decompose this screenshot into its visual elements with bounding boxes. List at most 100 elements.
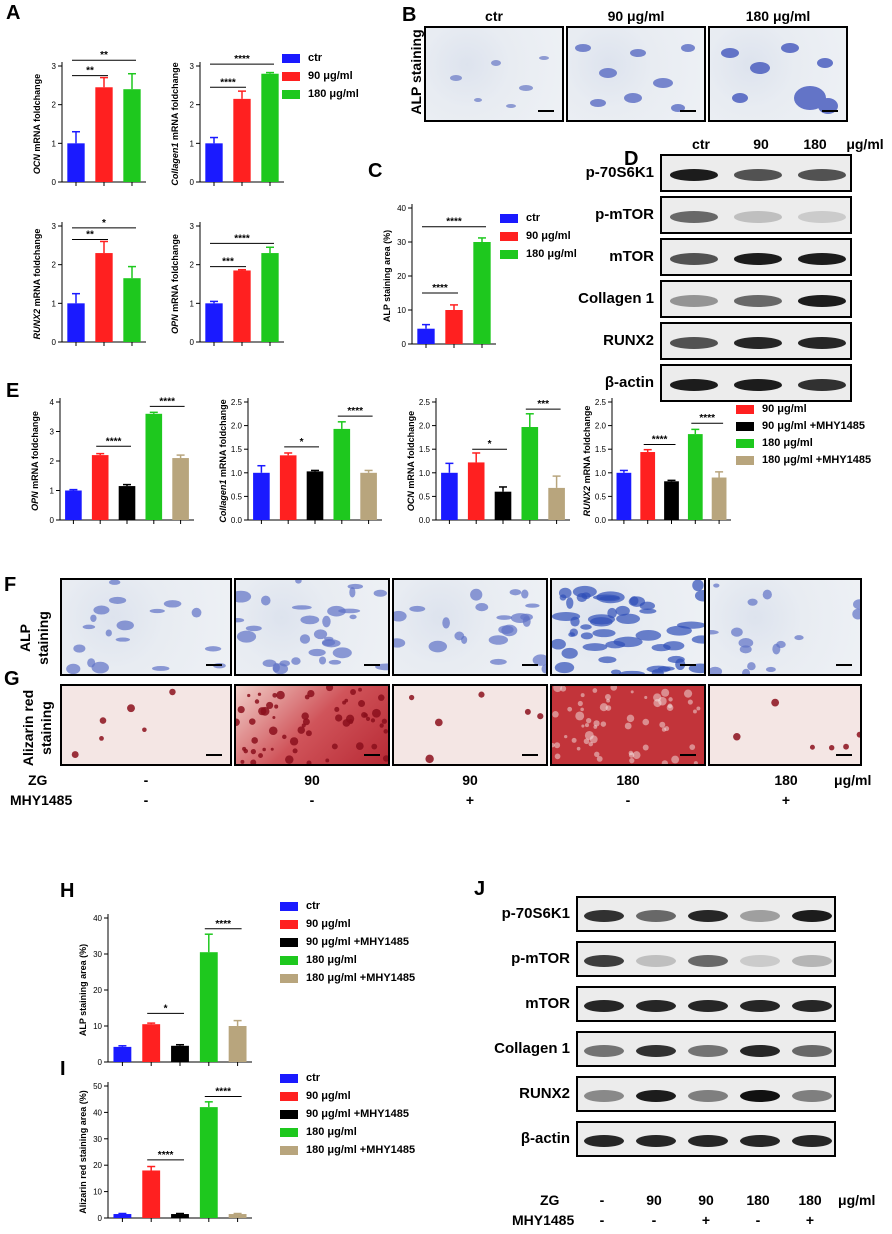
alp-cells (236, 580, 388, 674)
alizarin-nodule (305, 730, 312, 737)
chart-c-alp-area: 0 10 20 30 40 ALP staining area (%) **** **** (382, 204, 496, 349)
alizarin-nodule (99, 736, 104, 741)
alizarin-nodule (250, 759, 257, 764)
blot-row (660, 322, 852, 360)
significance-label: **** (159, 396, 175, 407)
y-tick-label: 0 (190, 338, 195, 347)
y-axis-label-unit: mRNA foldchange (582, 406, 592, 484)
y-tick-label: 20 (93, 986, 102, 995)
bar (616, 472, 632, 520)
alizarin-nodule (554, 742, 561, 749)
significance-label: **** (215, 1087, 231, 1098)
y-tick-label: 0 (50, 516, 55, 525)
alp-image-ctr (424, 26, 564, 122)
alizarin-nodule (693, 709, 697, 714)
fg-zg-value: 180 (774, 772, 798, 788)
y-tick-label: 40 (93, 1108, 102, 1117)
y-tick-label: 20 (93, 1161, 102, 1170)
bar (142, 1170, 161, 1218)
alizarin-nodule (301, 712, 309, 720)
alizarin-nodule (630, 690, 634, 694)
chart-a-collagen1: 0 1 2 3 Collagen1 mRNA foldchange **** **** (170, 54, 284, 187)
panel-letter-f: F (4, 574, 17, 596)
alizarin-nodule (285, 755, 294, 764)
alp-cell (742, 668, 751, 674)
scale-bar (522, 754, 538, 756)
legend-item: ctr (282, 52, 322, 64)
fg-zg-value: 90 (462, 772, 478, 788)
blot-row (576, 941, 836, 977)
blot-row-label: p-70S6K1 (501, 905, 570, 922)
blot-row (660, 154, 852, 192)
alizarin-nodule (605, 705, 612, 711)
alizarin-nodule (642, 718, 650, 726)
alp-image (392, 578, 548, 676)
alizarin-nodule (282, 734, 287, 740)
legend-label: 90 μg/ml (306, 918, 351, 930)
bar (467, 462, 485, 520)
legend-swatch (500, 249, 518, 259)
alizarin-nodule (127, 704, 135, 713)
alp-cell (657, 666, 675, 671)
panel-letter-d: D (624, 148, 639, 170)
panel-d-hdr-unit: μg/ml (846, 136, 884, 152)
alizarin-nodule (626, 714, 635, 723)
blot-band (636, 1090, 676, 1102)
alp-cell (580, 624, 592, 630)
alp-cell (236, 618, 245, 623)
legend-label: 180 μg/ml (306, 954, 357, 966)
panel-d-hdr-180: 180 (803, 136, 827, 152)
blot-band (740, 955, 780, 967)
alizarin-nodule (575, 711, 585, 721)
panel-letter-b: B (402, 4, 417, 26)
alp-cell (82, 624, 96, 630)
blot-band (669, 211, 719, 223)
alp-cell (589, 617, 613, 627)
alizarin-nodules (71, 688, 176, 759)
alp-cell (794, 635, 804, 641)
legend-item: 180 μg/ml (280, 954, 357, 966)
y-tick-label: 0.5 (595, 492, 607, 501)
scale-bar (206, 664, 222, 666)
y-tick-label: 1.5 (419, 445, 431, 454)
blot-band (797, 169, 847, 181)
y-tick-label: 2 (52, 261, 57, 270)
y-tick-label: 1 (190, 299, 195, 308)
panel-letter-g: G (4, 668, 20, 690)
alp-cell (73, 644, 86, 653)
blot-band (733, 337, 783, 349)
y-tick-label: 1.5 (231, 445, 243, 454)
y-tick-label: 4 (50, 398, 55, 407)
alp-cell (525, 603, 540, 608)
bar (687, 434, 703, 520)
alp-cell (629, 596, 639, 606)
alizarin-nodule (371, 743, 378, 750)
alizarin-nodule (251, 737, 258, 744)
bar (91, 455, 109, 520)
blot-row (660, 364, 852, 402)
alp-cell (509, 589, 522, 596)
alp-cell (561, 647, 578, 659)
y-axis-label: OPN mRNA foldchange (170, 234, 180, 334)
legend-swatch (280, 919, 298, 929)
y-axis-label-unit: mRNA foldchange (170, 234, 180, 312)
y-tick-label: 2.0 (595, 422, 607, 431)
scale-bar (364, 664, 380, 666)
alp-cell (272, 662, 280, 673)
bar (664, 481, 679, 520)
y-tick-label: 30 (93, 950, 102, 959)
alizarin-nodule (425, 754, 434, 764)
alizarin-nodules (733, 698, 860, 751)
alizarin-nodule (632, 751, 641, 760)
y-tick-label: 10 (93, 1188, 102, 1197)
alizarin-nodule (378, 694, 385, 701)
alizarin-nodule (580, 693, 585, 698)
blot-row-label: β-actin (520, 1130, 570, 1147)
alizarin-nodule (683, 689, 693, 698)
legend-label: ctr (306, 900, 321, 912)
alp-cell (710, 666, 723, 674)
alp-cell (332, 647, 352, 659)
y-tick-label: 0.0 (595, 516, 607, 525)
legend-swatch (280, 1091, 298, 1101)
